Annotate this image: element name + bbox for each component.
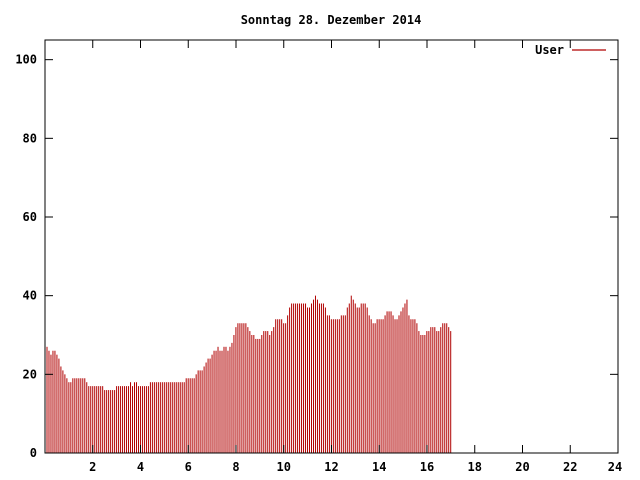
- y-tick-label: 60: [23, 210, 37, 224]
- x-tick-label: 20: [515, 460, 529, 474]
- x-tick-label: 18: [468, 460, 482, 474]
- x-tick-label: 12: [324, 460, 338, 474]
- x-tick-label: 14: [372, 460, 386, 474]
- y-tick-label: 100: [15, 53, 37, 67]
- x-tick-label: 22: [563, 460, 577, 474]
- x-tick-label: 6: [185, 460, 192, 474]
- y-tick-label: 40: [23, 289, 37, 303]
- x-tick-label: 16: [420, 460, 434, 474]
- y-tick-label: 20: [23, 367, 37, 381]
- x-tick-label: 24: [608, 460, 622, 474]
- x-tick-label: 8: [232, 460, 239, 474]
- x-tick-label: 4: [137, 460, 144, 474]
- x-axis-ticks: 2 4 6 8 10 12 14 16 18 20 22 24: [89, 40, 622, 474]
- series-user-bars: [44, 295, 452, 453]
- legend-label-user: User: [535, 43, 564, 57]
- chart-title: Sonntag 28. Dezember 2014: [241, 13, 422, 27]
- x-tick-label: 10: [277, 460, 291, 474]
- y-axis-ticks: 0 20 40 60 80 100: [15, 53, 618, 460]
- legend: User: [535, 43, 606, 57]
- y-tick-label: 0: [30, 446, 37, 460]
- y-tick-label: 80: [23, 131, 37, 145]
- x-tick-label: 2: [89, 460, 96, 474]
